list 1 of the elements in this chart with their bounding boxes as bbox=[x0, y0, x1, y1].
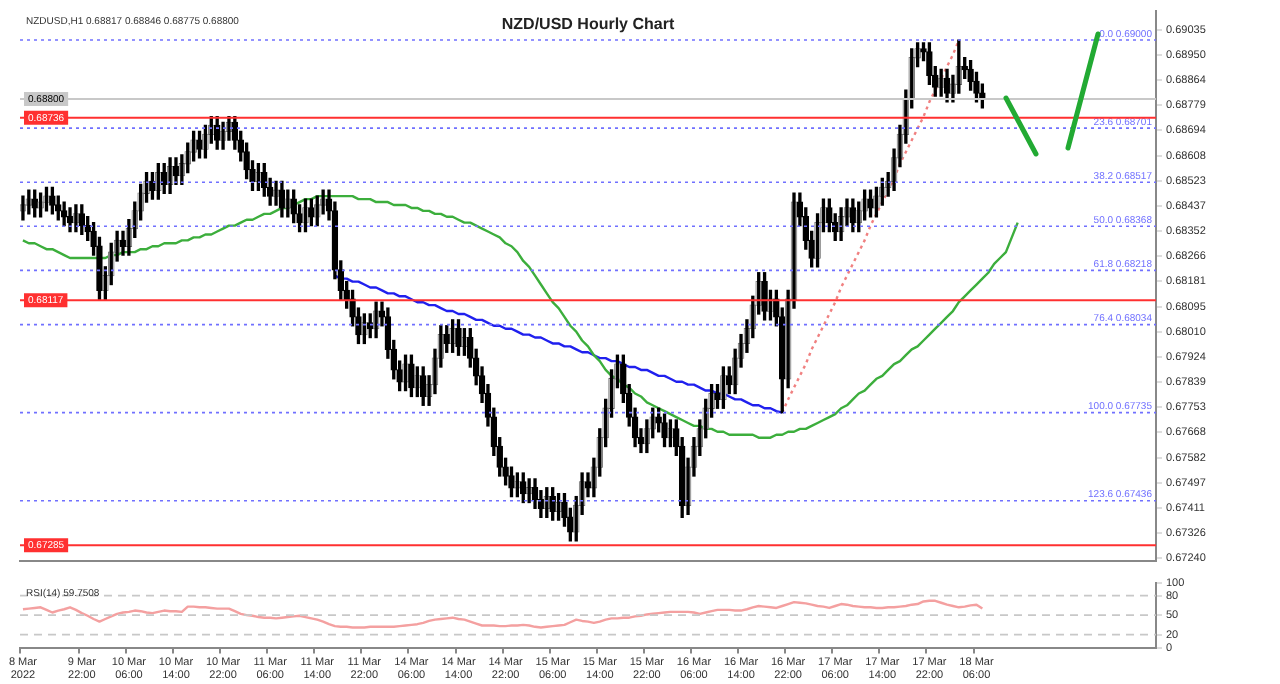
chart-title: NZD/USD Hourly Chart bbox=[501, 15, 675, 34]
